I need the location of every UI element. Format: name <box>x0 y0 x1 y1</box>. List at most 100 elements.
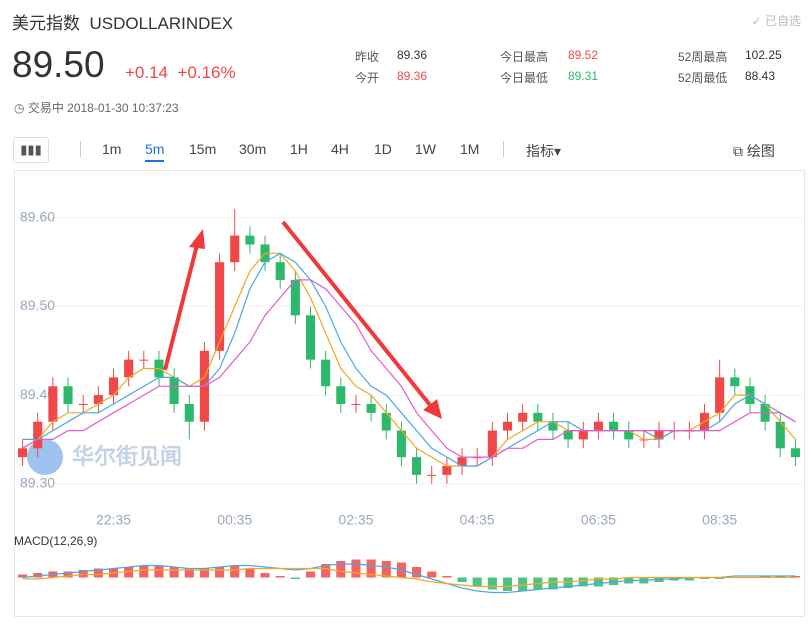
stat-label: 52周最高 <box>678 50 728 64</box>
x-tick-label: 00:35 <box>217 512 252 528</box>
y-tick-label: 89.40 <box>20 386 55 402</box>
candle-body <box>184 403 194 422</box>
divider <box>80 141 81 157</box>
time-tab[interactable]: 4H <box>331 141 349 157</box>
title: 美元指数 USDOLLARINDEX <box>12 9 233 34</box>
status-text: 交易中 2018-01-30 10:37:23 <box>27 101 179 115</box>
stat-value: 89.36 <box>397 48 428 62</box>
stat-label: 52周最低 <box>678 71 728 85</box>
macd-bar <box>93 568 103 578</box>
candle-body <box>518 412 528 422</box>
macd-bar <box>502 577 513 591</box>
ma-line <box>22 252 796 467</box>
x-tick-label: 22:35 <box>96 512 131 528</box>
candle-body <box>548 421 558 431</box>
time-tab[interactable]: 1H <box>290 141 308 157</box>
macd-bar <box>139 565 149 578</box>
macd-bar <box>275 576 285 578</box>
macd-bar <box>169 567 179 578</box>
candle-body <box>245 235 255 245</box>
macd-bar <box>336 561 346 578</box>
indicator-button[interactable]: 指标▾ <box>526 143 562 159</box>
candle-body <box>63 386 73 404</box>
candle-body <box>624 430 634 440</box>
stat-label: 昨收 <box>355 50 380 64</box>
chart-frame <box>14 170 805 617</box>
macd-bar <box>457 577 467 582</box>
candle-body <box>654 430 664 440</box>
watch-label: 已自选 <box>764 14 801 28</box>
y-tick-label: 89.50 <box>20 297 55 313</box>
change-abs: +0.14 <box>125 63 169 82</box>
ma-line <box>22 279 796 458</box>
candle-body <box>18 448 28 458</box>
macd-bar <box>18 574 28 578</box>
macd-bar <box>760 576 770 578</box>
candle-body <box>366 403 376 413</box>
candle-body <box>124 359 134 378</box>
draw-button[interactable]: ⧉ 绘图 <box>733 143 775 159</box>
macd-bar <box>412 567 422 578</box>
macd-bar <box>563 577 573 588</box>
candle-body <box>502 421 513 431</box>
macd-bar <box>684 577 694 581</box>
macd-bar <box>260 573 270 578</box>
candle-body <box>609 421 619 431</box>
macd-bar <box>78 570 88 578</box>
macd-bar <box>518 577 528 591</box>
y-tick-label: 89.30 <box>20 474 55 490</box>
macd-bar <box>381 561 391 578</box>
annotation-arrow <box>163 244 199 371</box>
macd-bar <box>199 568 209 578</box>
candle-body <box>336 386 346 404</box>
stat-label: 今开 <box>355 71 380 85</box>
watermark-logo <box>27 439 63 475</box>
macd-bar <box>124 567 134 578</box>
stat-label: 今日最低 <box>500 71 549 85</box>
macd-bar <box>578 577 588 587</box>
macd-bar <box>33 573 43 578</box>
macd-bar <box>715 577 725 579</box>
draw-label: 绘图 <box>746 143 775 159</box>
candle-body <box>715 377 725 413</box>
candle-body <box>305 315 316 360</box>
macd-bar <box>472 577 482 587</box>
time-tab[interactable]: 5m <box>145 141 165 162</box>
change: +0.14 +0.16% <box>125 63 236 83</box>
chart-type-button[interactable]: ▮▮▮ <box>13 137 49 163</box>
macd-bar <box>609 577 619 585</box>
y-tick-label: 89.60 <box>20 209 55 225</box>
macd-title: MACD(12,26,9) <box>14 534 97 548</box>
ma-line <box>22 252 796 467</box>
time-tab[interactable]: 1m <box>102 141 122 157</box>
candle-body <box>412 457 422 475</box>
price: 89.50 <box>12 44 105 85</box>
time-tab[interactable]: 1D <box>374 141 392 157</box>
change-pct: +0.16% <box>177 63 236 82</box>
macd-bar <box>548 577 558 590</box>
candle-body <box>275 262 285 280</box>
time-tab[interactable]: 1W <box>415 141 436 157</box>
candle-body <box>351 403 361 405</box>
candle-body <box>93 395 103 404</box>
annotation-arrowhead <box>189 229 205 249</box>
indicator-label: 指标 <box>526 143 554 159</box>
macd-bar <box>366 559 376 578</box>
watch-button[interactable]: ✓ 已自选 <box>751 14 801 28</box>
time-tab[interactable]: 1M <box>460 141 480 157</box>
macd-bar <box>305 571 316 578</box>
x-tick-label: 06:35 <box>581 512 616 528</box>
x-tick-label: 04:35 <box>460 512 495 528</box>
candle-body <box>290 279 300 316</box>
candle-body <box>775 421 785 449</box>
macd-bar <box>593 577 603 587</box>
divider <box>503 141 504 157</box>
stat-value: 102.25 <box>745 48 782 62</box>
annotation-arrowhead <box>423 399 442 419</box>
time-tab[interactable]: 30m <box>239 141 267 157</box>
macd-bar <box>184 568 194 578</box>
status: ◷ 交易中 2018-01-30 10:37:23 <box>14 101 179 115</box>
time-tab[interactable]: 15m <box>189 141 217 157</box>
candle-body <box>593 421 603 431</box>
